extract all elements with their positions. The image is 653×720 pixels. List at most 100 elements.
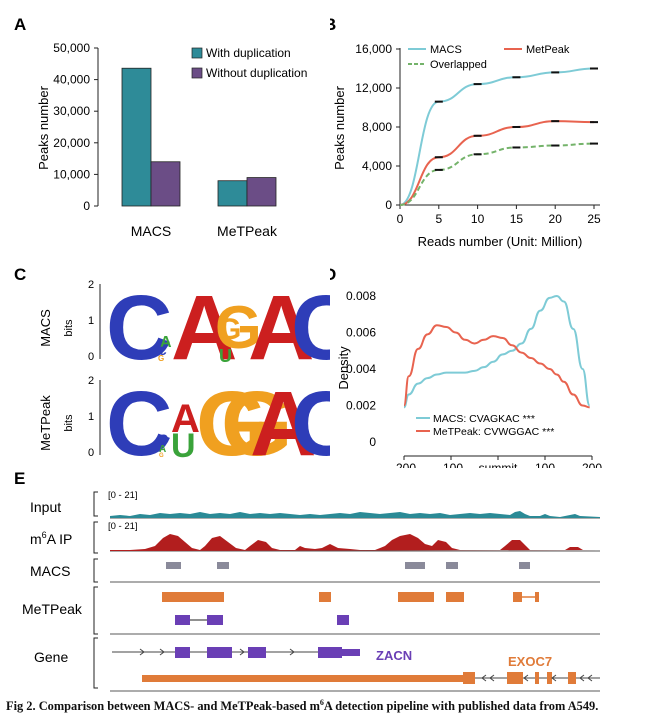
track-label-gene: Gene (34, 649, 68, 665)
panel-a-legend-swatch (191, 47, 203, 59)
panel-d-ytick-label: 0.006 (346, 326, 376, 340)
zacn-exon (248, 647, 266, 658)
panel-d-density-line (403, 294, 591, 409)
panel-a-ytick-label: 30,000 (53, 104, 90, 118)
track-label-input: Input (30, 499, 61, 515)
macs-peak (217, 562, 229, 569)
panel-d-ytick-label: 0.008 (346, 289, 376, 303)
panel-b-xtick-label: 20 (549, 212, 563, 226)
logo-metpeak-bits: bits (63, 414, 75, 432)
panel-a-category-label: MACS (131, 223, 171, 239)
track-label-ip: m6A IP (30, 530, 72, 547)
panel-b-ytick-label: 0 (385, 198, 392, 212)
panel-b-ylabel: Peaks number (332, 85, 347, 169)
metpeak-peak (175, 615, 190, 625)
logo-letter-c: C (106, 277, 172, 379)
logo-letter-g-small: G (159, 453, 164, 459)
macs-peak (166, 562, 181, 569)
panel-a-ytick-label: 40,000 (53, 73, 90, 87)
panel-d-ytick-label: 0.004 (346, 362, 376, 376)
panel-a-ylabel: Peaks number (36, 85, 51, 169)
track-brackets (93, 491, 98, 689)
metpeak-peak (337, 615, 349, 625)
figure-caption: Fig 2. Comparison between MACS- and MeTP… (6, 698, 599, 714)
exoc7-utr (142, 675, 468, 682)
ip-coverage (110, 534, 600, 551)
logo-metpeak-tick: 0 (88, 447, 94, 459)
panel-b-xtick-label: 10 (471, 212, 485, 226)
input-range: [0 - 21] (108, 490, 138, 501)
exoc7-exon (463, 672, 475, 684)
panel-b-series-line (399, 120, 595, 206)
logo-letter-a: A (171, 277, 237, 379)
input-coverage (110, 511, 600, 518)
logo-letter-a-small: A (160, 334, 172, 351)
panel-b-letter: B (330, 15, 336, 34)
panel-a-bar (217, 180, 248, 207)
logo-letter-a-mid: A (171, 397, 200, 441)
panel-e-genome-tracks: E Input m6A IP MACS MeTPeak Gene [0 - 21… (14, 469, 600, 692)
panel-a-ytick-label: 50,000 (53, 41, 90, 55)
panel-a-ytick-label: 10,000 (53, 167, 90, 181)
panel-b-xlabel: Reads number (Unit: Million) (418, 234, 583, 249)
macs-peak (519, 562, 530, 569)
logo-letter-c-small: C (158, 344, 167, 358)
gene-label-exoc7: EXOC7 (508, 654, 552, 669)
metpeak-peak (446, 592, 464, 602)
panel-b-ytick-label: 4,000 (362, 159, 392, 173)
logo-letter-c-small: C (158, 431, 168, 447)
strand-arrow-icon (481, 674, 487, 682)
zacn-exon (207, 647, 232, 658)
logo-letter-u: U (219, 346, 232, 366)
logo-letter-c: C (106, 373, 172, 475)
logo-letter-g-small: G (158, 354, 164, 363)
panel-d-letter: D (330, 265, 336, 284)
track-label-metpeak: MeTPeak (22, 601, 83, 617)
panel-d-xtick-label: 100 (535, 461, 555, 468)
panel-d-xtick-label: -100 (439, 461, 463, 468)
zacn-utr (342, 649, 360, 656)
logo-letter-a: A (250, 373, 316, 475)
panel-d-legend-label: MeTPeak: CVWGGAC *** (433, 426, 554, 438)
strand-arrow-icon (489, 674, 495, 682)
panel-d-xtick-label: summit (479, 461, 518, 468)
logo-macs-motif: C A C G A G G U A C (106, 277, 330, 379)
panel-d-density-line (403, 324, 590, 409)
strand-arrow-icon (289, 648, 295, 656)
macs-peak (405, 562, 425, 569)
panel-b-ytick-label: 12,000 (355, 81, 392, 95)
panel-d-xtick-label: 200 (582, 461, 602, 468)
logo-metpeak-tick: 2 (88, 375, 94, 387)
strand-arrow-icon (239, 648, 245, 656)
panel-b-xtick-label: 0 (397, 212, 404, 226)
logo-letter-c2: C (291, 373, 330, 475)
strand-arrow-icon (579, 674, 585, 682)
logo-letter-c2: C (291, 277, 330, 379)
panel-c-letter: C (14, 265, 26, 284)
panel-a-legend-swatch (191, 67, 203, 79)
macs-peak (446, 562, 458, 569)
strand-arrow-icon (159, 648, 165, 656)
panel-a-legend-label: Without duplication (206, 66, 307, 80)
logo-letter-u-mid: U (171, 427, 196, 465)
logo-metpeak-motif: C C A G A U G G A C (106, 373, 330, 475)
gene-label-zacn: ZACN (376, 648, 412, 663)
metpeak-peak (319, 592, 331, 602)
exoc7-exon (547, 672, 552, 684)
zacn-exon (175, 647, 190, 658)
panel-d-legend-label: MACS: CVAGKAC *** (433, 413, 535, 425)
panel-a-ytick-label: 20,000 (53, 136, 90, 150)
panel-a-ytick-label: 0 (83, 199, 90, 213)
logo-letter-a2: A (248, 277, 314, 379)
logo-metpeak-label: MeTPeak (38, 395, 53, 451)
ip-range: [0 - 21] (108, 521, 138, 532)
panel-d-ytick-label: 0 (369, 435, 376, 449)
logo-macs-tick: 2 (88, 279, 94, 291)
panel-d-ylabel: Density (336, 346, 351, 390)
exoc7-exon (568, 672, 576, 684)
logo-letter-g: G (196, 373, 268, 475)
track-baselines (110, 517, 600, 692)
panel-d-ytick-label: 0.002 (346, 399, 376, 413)
metpeak-peak (398, 592, 434, 602)
panel-b-series-line (399, 142, 595, 206)
